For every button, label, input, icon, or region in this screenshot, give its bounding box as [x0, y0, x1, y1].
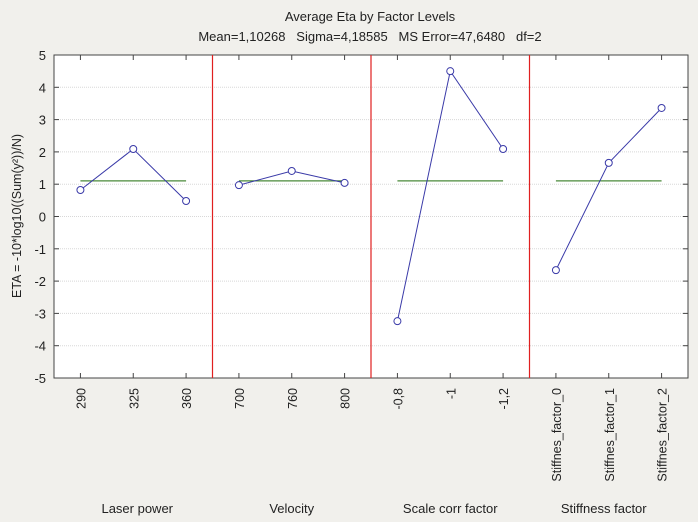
- y-tick-label: -5: [34, 371, 46, 386]
- x-tick-label: -1,2: [497, 388, 511, 410]
- y-tick-label: -3: [34, 306, 46, 321]
- x-tick-label: 760: [286, 388, 300, 409]
- x-tick-label: Stiffnes_factor_0: [550, 388, 564, 482]
- y-tick-label: 4: [39, 80, 46, 95]
- x-tick-label: 700: [233, 388, 247, 409]
- data-point: [182, 196, 191, 205]
- y-tick-label: 0: [39, 210, 46, 225]
- y-tick-label: 3: [39, 113, 46, 128]
- y-tick-label: 2: [39, 145, 46, 160]
- data-point: [393, 317, 402, 326]
- group-label: Scale corr factor: [403, 501, 498, 516]
- y-tick-label: 5: [39, 48, 46, 63]
- data-point: [234, 181, 243, 190]
- x-tick-label: -1: [444, 388, 458, 399]
- y-tick-label: -1: [34, 242, 46, 257]
- group-label: Stiffness factor: [561, 501, 647, 516]
- x-tick-label: 290: [74, 388, 88, 409]
- data-point: [604, 158, 613, 167]
- x-tick-label: Stiffnes_factor_1: [603, 388, 617, 482]
- y-tick-label: -4: [34, 339, 46, 354]
- chart-title: Average Eta by Factor Levels: [285, 9, 456, 24]
- data-point: [551, 266, 560, 275]
- y-tick-label: 1: [39, 177, 46, 192]
- x-tick-label: 360: [180, 388, 194, 409]
- y-tick-label: -2: [34, 274, 46, 289]
- x-tick-label: 325: [127, 388, 141, 409]
- group-label: Laser power: [101, 501, 173, 516]
- x-tick-label: 800: [339, 388, 353, 409]
- data-point: [499, 144, 508, 153]
- data-point: [657, 103, 666, 112]
- data-point: [76, 186, 85, 195]
- x-tick-label: Stiffnes_factor_2: [656, 388, 670, 482]
- data-point: [287, 166, 296, 175]
- data-point: [340, 178, 349, 187]
- chart-subtitle: Mean=1,10268 Sigma=4,18585 MS Error=47,6…: [198, 29, 541, 44]
- y-axis-label: ETA = -10*log10((Sum(y²))/N): [10, 134, 24, 298]
- data-point: [446, 67, 455, 76]
- x-tick-label: -0,8: [391, 388, 405, 410]
- data-point: [129, 144, 138, 153]
- group-label: Velocity: [269, 501, 314, 516]
